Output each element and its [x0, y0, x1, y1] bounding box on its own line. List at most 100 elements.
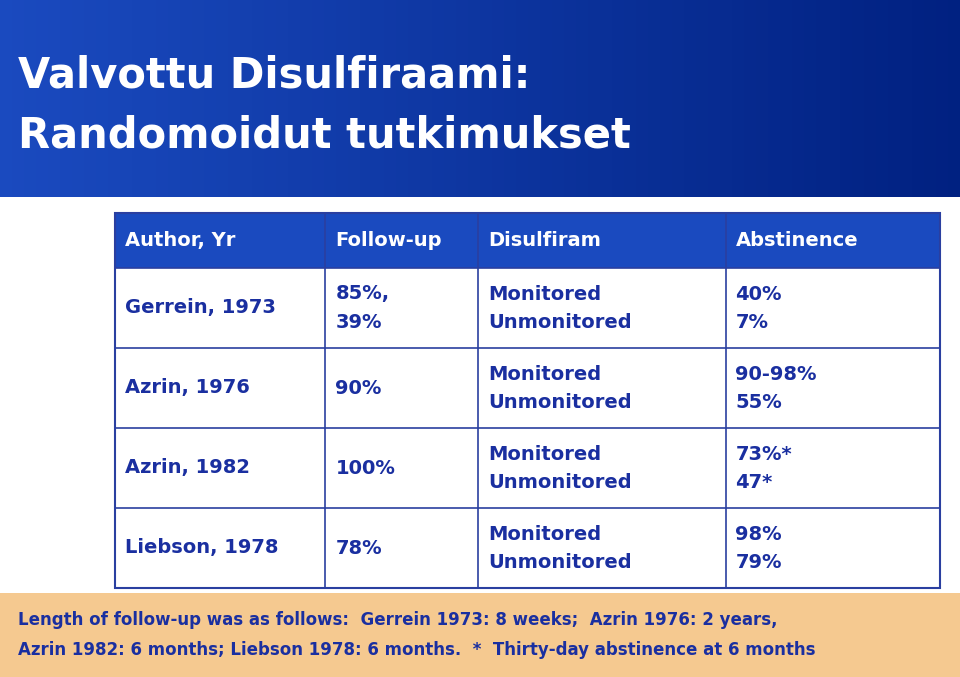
- Bar: [0, 593, 960, 677]
- Bar: [216, 0, 229, 197]
- Bar: [744, 0, 757, 197]
- Bar: [115, 268, 940, 348]
- Text: 85%,
39%: 85%, 39%: [335, 284, 390, 332]
- Bar: [696, 0, 709, 197]
- Text: Valvottu Disulfiraami:: Valvottu Disulfiraami:: [18, 55, 530, 97]
- Bar: [288, 0, 301, 197]
- Bar: [360, 0, 373, 197]
- Bar: [276, 0, 289, 197]
- Bar: [588, 0, 601, 197]
- Bar: [540, 0, 553, 197]
- Bar: [528, 0, 541, 197]
- Text: Abstinence: Abstinence: [735, 231, 858, 250]
- Bar: [300, 0, 313, 197]
- Bar: [576, 0, 589, 197]
- Text: Liebson, 1978: Liebson, 1978: [125, 538, 278, 557]
- Bar: [36, 0, 49, 197]
- Text: 90%: 90%: [335, 378, 382, 397]
- Text: 100%: 100%: [335, 458, 396, 477]
- Bar: [264, 0, 277, 197]
- Bar: [144, 0, 157, 197]
- Text: 40%
7%: 40% 7%: [735, 284, 782, 332]
- Bar: [828, 0, 841, 197]
- Bar: [852, 0, 865, 197]
- Bar: [816, 0, 829, 197]
- Bar: [912, 0, 925, 197]
- Text: Author, Yr: Author, Yr: [125, 231, 235, 250]
- Bar: [336, 0, 349, 197]
- Bar: [168, 0, 181, 197]
- Bar: [84, 0, 97, 197]
- Bar: [792, 0, 805, 197]
- Bar: [804, 0, 817, 197]
- Bar: [756, 0, 769, 197]
- Bar: [0, 0, 13, 197]
- Text: Follow-up: Follow-up: [335, 231, 442, 250]
- Text: Monitored
Unmonitored: Monitored Unmonitored: [488, 445, 632, 492]
- Text: Disulfiram: Disulfiram: [488, 231, 601, 250]
- Bar: [120, 0, 133, 197]
- Bar: [444, 0, 457, 197]
- Bar: [192, 0, 205, 197]
- Bar: [384, 0, 397, 197]
- Bar: [115, 213, 940, 268]
- Bar: [48, 0, 61, 197]
- Bar: [720, 0, 733, 197]
- Bar: [876, 0, 889, 197]
- Bar: [228, 0, 241, 197]
- Bar: [456, 0, 469, 197]
- Bar: [180, 0, 193, 197]
- Bar: [60, 0, 73, 197]
- Bar: [372, 0, 385, 197]
- Bar: [408, 0, 421, 197]
- Bar: [636, 0, 649, 197]
- Bar: [96, 0, 109, 197]
- Bar: [396, 0, 409, 197]
- Bar: [888, 0, 901, 197]
- Bar: [648, 0, 661, 197]
- Bar: [156, 0, 169, 197]
- Text: Gerrein, 1973: Gerrein, 1973: [125, 299, 276, 318]
- Bar: [132, 0, 145, 197]
- Bar: [504, 0, 517, 197]
- Text: Azrin 1982: 6 months; Liebson 1978: 6 months.  *  Thirty-day abstinence at 6 mon: Azrin 1982: 6 months; Liebson 1978: 6 mo…: [18, 641, 815, 659]
- Text: 98%
79%: 98% 79%: [735, 525, 782, 571]
- Bar: [420, 0, 433, 197]
- Bar: [108, 0, 121, 197]
- Bar: [480, 0, 493, 197]
- Bar: [612, 0, 625, 197]
- Bar: [684, 0, 697, 197]
- Bar: [660, 0, 673, 197]
- Bar: [204, 0, 217, 197]
- Bar: [468, 0, 481, 197]
- Bar: [840, 0, 853, 197]
- Bar: [516, 0, 529, 197]
- Text: 73%*
47*: 73%* 47*: [735, 445, 792, 492]
- Bar: [252, 0, 265, 197]
- Bar: [72, 0, 85, 197]
- Bar: [780, 0, 793, 197]
- Bar: [552, 0, 565, 197]
- Text: 90-98%
55%: 90-98% 55%: [735, 364, 817, 412]
- Bar: [348, 0, 361, 197]
- Bar: [115, 213, 940, 588]
- Text: Monitored
Unmonitored: Monitored Unmonitored: [488, 364, 632, 412]
- Text: Monitored
Unmonitored: Monitored Unmonitored: [488, 284, 632, 332]
- Bar: [312, 0, 325, 197]
- Bar: [600, 0, 613, 197]
- Bar: [672, 0, 685, 197]
- Bar: [564, 0, 577, 197]
- Text: Azrin, 1982: Azrin, 1982: [125, 458, 250, 477]
- Bar: [115, 428, 940, 508]
- Bar: [240, 0, 253, 197]
- Bar: [900, 0, 913, 197]
- Bar: [936, 0, 949, 197]
- Bar: [324, 0, 337, 197]
- Bar: [732, 0, 745, 197]
- Bar: [948, 0, 960, 197]
- Bar: [708, 0, 721, 197]
- Bar: [768, 0, 781, 197]
- Bar: [12, 0, 25, 197]
- Bar: [924, 0, 937, 197]
- Bar: [492, 0, 505, 197]
